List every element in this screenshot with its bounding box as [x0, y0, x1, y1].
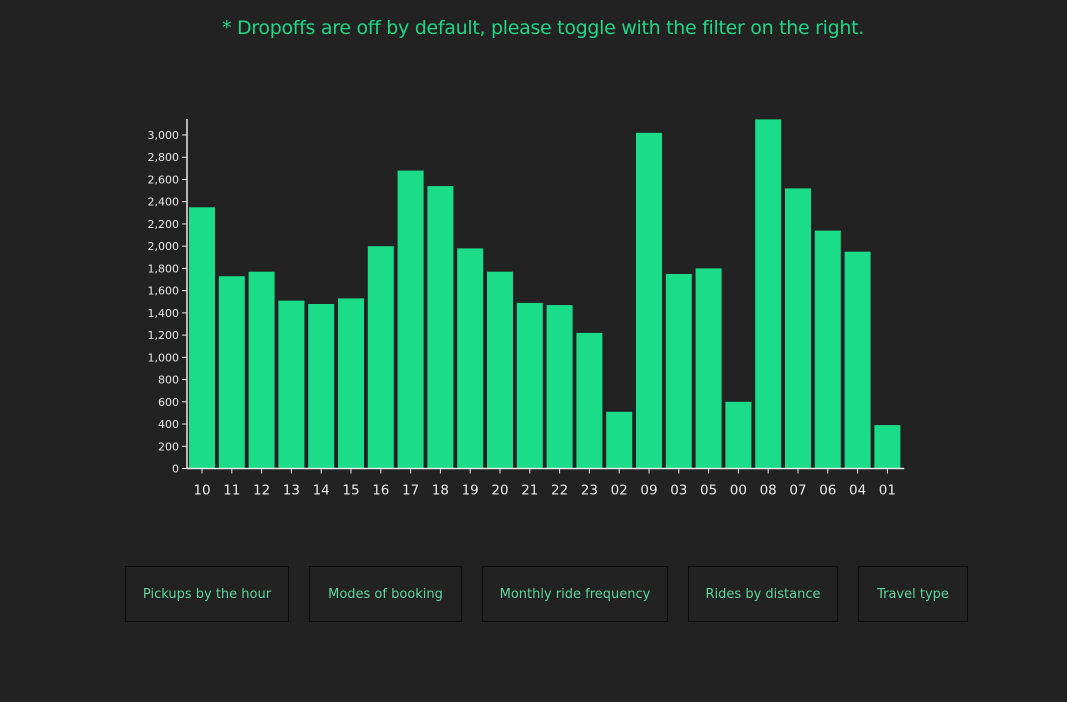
- y-tick-label: 200: [158, 440, 179, 453]
- y-tick-label: 1,400: [148, 307, 180, 320]
- pickups-bar-chart: 02004006008001,0001,2001,4001,6001,8002,…: [148, 119, 905, 499]
- x-tick-label: 19: [462, 483, 479, 499]
- x-tick-label: 00: [730, 483, 747, 499]
- bar-hour-12: [248, 271, 275, 469]
- y-tick-label: 3,000: [148, 129, 180, 142]
- x-tick-label: 08: [760, 483, 777, 499]
- bar-hour-10: [189, 207, 215, 469]
- y-tick-label: 1,800: [148, 262, 180, 275]
- x-tick-label: 22: [551, 483, 568, 499]
- x-tick-label: 05: [700, 483, 717, 499]
- x-tick-label: 15: [342, 483, 359, 499]
- x-tick-label: 01: [879, 483, 896, 499]
- dropoffs-notice: * Dropoffs are off by default, please to…: [222, 17, 864, 39]
- bar-hour-19: [457, 248, 484, 469]
- bar-hour-20: [487, 271, 513, 469]
- x-tick-label: 12: [253, 483, 270, 499]
- bar-hour-14: [308, 304, 335, 469]
- x-tick-label: 07: [789, 483, 806, 499]
- x-tick-label: 02: [611, 483, 628, 499]
- pickups-by-hour-button[interactable]: Pickups by the hour: [125, 566, 289, 622]
- bar-hour-05: [695, 268, 722, 469]
- x-tick-label: 16: [372, 483, 389, 499]
- rides-by-distance-button[interactable]: Rides by distance: [688, 566, 838, 622]
- bar-hour-11: [218, 276, 245, 469]
- x-tick-label: 10: [193, 483, 210, 499]
- bar-hour-09: [636, 132, 662, 469]
- bar-hour-06: [814, 230, 841, 469]
- y-tick-label: 400: [158, 418, 179, 431]
- y-tick-label: 2,800: [148, 151, 180, 164]
- x-tick-label: 13: [283, 483, 300, 499]
- travel-type-button[interactable]: Travel type: [858, 566, 968, 622]
- x-tick-label: 11: [223, 483, 240, 499]
- bar-hour-00: [725, 401, 752, 469]
- y-tick-label: 2,000: [148, 240, 180, 253]
- x-tick-label: 04: [849, 483, 866, 499]
- bar-hour-08: [755, 119, 782, 469]
- bar-hour-21: [516, 302, 543, 469]
- y-tick-label: 1,600: [148, 285, 180, 298]
- bar-hour-13: [278, 300, 305, 469]
- x-tick-label: 06: [819, 483, 836, 499]
- y-tick-label: 800: [158, 374, 179, 387]
- y-tick-label: 1,200: [148, 329, 180, 342]
- modes-of-booking-button[interactable]: Modes of booking: [309, 566, 462, 622]
- x-tick-label: 03: [670, 483, 687, 499]
- x-tick-label: 20: [491, 483, 508, 499]
- bar-hour-15: [338, 298, 364, 469]
- y-tick-label: 1,000: [148, 351, 180, 364]
- bar-hour-01: [874, 425, 901, 469]
- bar-hour-22: [546, 305, 573, 469]
- y-tick-label: 0: [172, 463, 179, 476]
- x-tick-label: 18: [432, 483, 449, 499]
- bar-hour-17: [397, 170, 424, 469]
- bar-hour-03: [665, 274, 692, 469]
- bar-hour-04: [844, 251, 871, 469]
- x-tick-label: 23: [581, 483, 598, 499]
- bar-hour-02: [606, 411, 633, 469]
- y-tick-label: 2,600: [148, 173, 180, 186]
- x-tick-label: 09: [640, 483, 657, 499]
- bar-hour-07: [785, 188, 811, 469]
- bar-hour-16: [367, 246, 394, 469]
- x-tick-label: 21: [521, 483, 538, 499]
- monthly-ride-frequency-button[interactable]: Monthly ride frequency: [482, 566, 668, 622]
- bar-hour-23: [576, 332, 603, 469]
- x-tick-label: 17: [402, 483, 419, 499]
- x-tick-label: 14: [313, 483, 330, 499]
- y-tick-label: 2,200: [148, 218, 180, 231]
- y-tick-label: 2,400: [148, 196, 180, 209]
- y-tick-label: 600: [158, 396, 179, 409]
- bar-hour-18: [427, 186, 454, 469]
